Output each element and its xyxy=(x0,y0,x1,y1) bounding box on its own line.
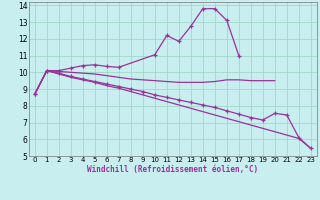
X-axis label: Windchill (Refroidissement éolien,°C): Windchill (Refroidissement éolien,°C) xyxy=(87,165,258,174)
